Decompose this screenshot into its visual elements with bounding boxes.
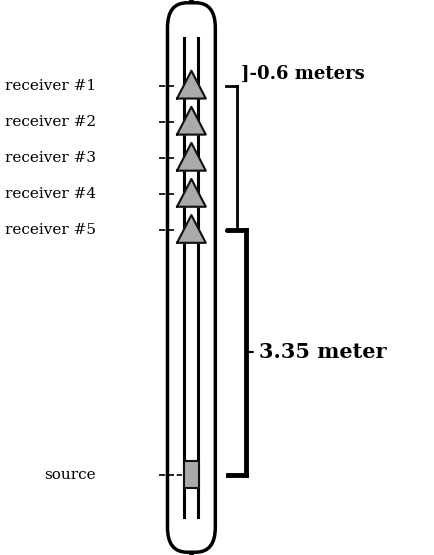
Text: receiver #1: receiver #1 xyxy=(5,79,95,93)
Polygon shape xyxy=(177,71,205,99)
Text: receiver #5: receiver #5 xyxy=(5,223,95,238)
Polygon shape xyxy=(177,107,205,134)
FancyBboxPatch shape xyxy=(167,3,215,552)
Bar xyxy=(183,461,199,488)
Polygon shape xyxy=(177,179,205,206)
Polygon shape xyxy=(177,143,205,171)
Text: source: source xyxy=(44,467,95,482)
Text: receiver #4: receiver #4 xyxy=(5,187,95,201)
Text: 3.35 meter: 3.35 meter xyxy=(258,342,385,362)
Polygon shape xyxy=(177,215,205,243)
Text: receiver #2: receiver #2 xyxy=(5,115,95,129)
Text: receiver #3: receiver #3 xyxy=(5,151,95,165)
Text: ]-0.6 meters: ]-0.6 meters xyxy=(240,65,363,83)
